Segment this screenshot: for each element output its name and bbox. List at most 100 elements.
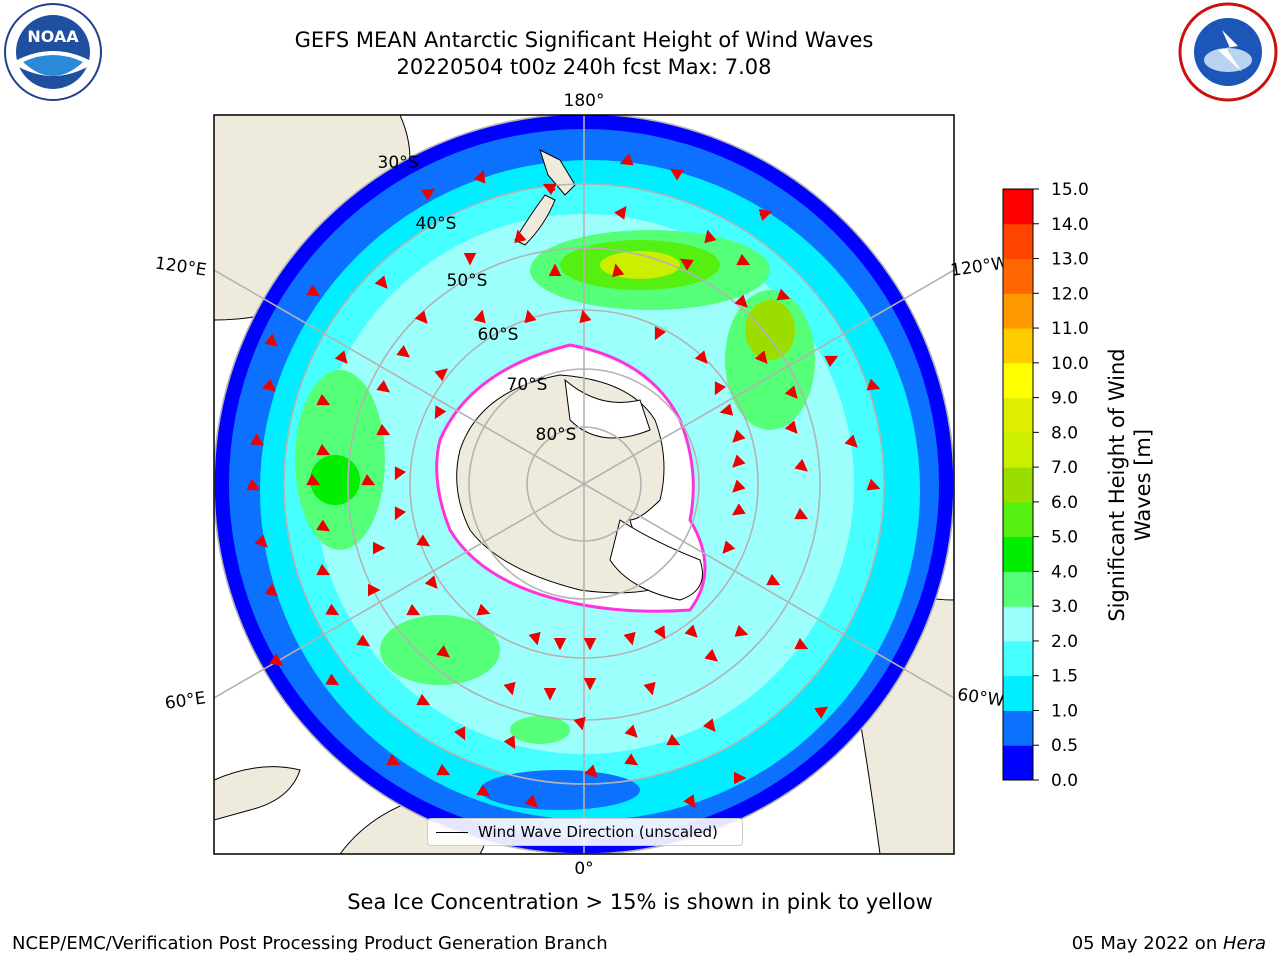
arrow	[694, 350, 708, 364]
map-title: GEFS MEAN Antarctic Significant Height o…	[294, 28, 874, 52]
map-frame	[213, 114, 955, 855]
arrow	[614, 205, 627, 220]
colorbar-label-line2: Waves [m]	[1131, 429, 1155, 541]
map-legend: Wind Wave Direction (unscaled)	[427, 818, 743, 846]
colorbar-frame	[1002, 188, 1034, 781]
colorbar-tick-label: 2.0	[1051, 632, 1078, 652]
lon-label-0: 0°	[574, 859, 593, 879]
arrow	[376, 380, 390, 393]
arrow	[684, 624, 698, 638]
arrow	[624, 724, 638, 738]
arrow	[731, 503, 746, 516]
colorbar-label-line1: Significant Height of Wind	[1105, 348, 1129, 621]
lat-label-80s: 80°S	[536, 425, 577, 445]
colorbar-tick-label: 15.0	[1051, 180, 1089, 200]
arrow	[436, 645, 450, 658]
arrow	[824, 355, 839, 368]
colorbar-tick-label: 1.0	[1051, 701, 1078, 721]
lon-label-180: 180°	[564, 91, 605, 111]
arrow	[421, 188, 436, 201]
meridian-120e	[214, 269, 585, 485]
arrow	[643, 681, 656, 696]
arrow	[250, 433, 265, 446]
colorbar-segment	[1003, 432, 1033, 468]
colorbar-segment	[1003, 397, 1033, 433]
arrow	[736, 253, 751, 266]
lon-label-120e: 120°E	[154, 254, 208, 281]
arrow	[619, 153, 634, 166]
lat-label-70s: 70°S	[507, 375, 548, 395]
colorbar: 0.0 0.5 1.0 1.5 2.0 3.0 4.0 5.0 6.0 7.0 8.0 9.0 10.0…	[1002, 180, 1089, 791]
arrow	[722, 540, 736, 554]
arrow	[262, 378, 276, 392]
colorbar-tick-label: 9.0	[1051, 389, 1078, 409]
noaa-logo-text: NOAA	[27, 27, 79, 46]
arrow	[394, 466, 407, 481]
arrow	[524, 794, 538, 808]
arrow	[316, 519, 331, 532]
colorbar-segment	[1003, 745, 1033, 781]
arrow	[434, 368, 448, 382]
arrow	[396, 345, 410, 358]
colorbar-tick-label: 12.0	[1051, 284, 1089, 304]
arrow	[666, 733, 681, 746]
arrow	[306, 473, 321, 486]
arrow	[794, 637, 809, 650]
arrow	[424, 575, 438, 589]
arrow	[414, 310, 428, 324]
arrow	[246, 478, 261, 491]
arrow	[325, 673, 340, 686]
arrow	[758, 208, 773, 221]
arrow	[732, 429, 746, 443]
arrow	[264, 333, 278, 347]
arrow	[316, 393, 331, 406]
arrow	[524, 309, 537, 324]
land-africa-west	[214, 766, 301, 821]
arrow	[476, 603, 491, 616]
legend-label: Wind Wave Direction (unscaled)	[478, 823, 718, 841]
colorbar-segment	[1003, 328, 1033, 364]
colorbar-tick-label: 1.5	[1051, 667, 1078, 687]
colorbar-tick-label: 8.0	[1051, 423, 1078, 443]
arrow	[476, 784, 491, 797]
arrow	[374, 275, 388, 289]
arrow	[306, 284, 321, 297]
arrow	[416, 693, 431, 706]
arrow	[528, 631, 541, 646]
arrow	[436, 763, 451, 776]
ice-shelf-ross	[564, 378, 651, 439]
colorbar-tick-label: 0.0	[1051, 771, 1078, 791]
colorbar-tick-label: 10.0	[1051, 354, 1089, 374]
arrow	[361, 473, 376, 486]
arrow	[679, 258, 694, 271]
colorbar-segment	[1003, 675, 1033, 711]
arrow	[356, 634, 371, 647]
lat-label-60s: 60°S	[478, 325, 519, 345]
colorbar-segment	[1003, 189, 1033, 225]
arrow	[669, 168, 684, 181]
footer-host: Hera	[1222, 933, 1266, 954]
arrow	[542, 183, 557, 196]
arrow	[734, 624, 749, 637]
arrow	[866, 378, 881, 391]
arrow	[503, 735, 516, 750]
arrow	[653, 625, 666, 640]
colorbar-segment	[1003, 223, 1033, 260]
footer-date: 05 May 2022 on Hera	[1072, 933, 1266, 954]
arrow	[776, 288, 791, 301]
colorbar-segment	[1003, 467, 1033, 503]
arrow	[719, 403, 734, 416]
arrow	[794, 458, 808, 472]
arrow	[683, 794, 696, 809]
arrow	[269, 653, 284, 666]
arrow	[579, 309, 592, 324]
arrow	[416, 534, 431, 547]
arrow	[612, 263, 625, 278]
arrow	[732, 454, 746, 468]
arrow	[624, 753, 639, 766]
footer-date-text: 05 May 2022 on	[1071, 933, 1223, 954]
arrow	[732, 479, 746, 493]
arrow	[254, 534, 268, 548]
noaa-logo: NOAA	[4, 3, 102, 101]
